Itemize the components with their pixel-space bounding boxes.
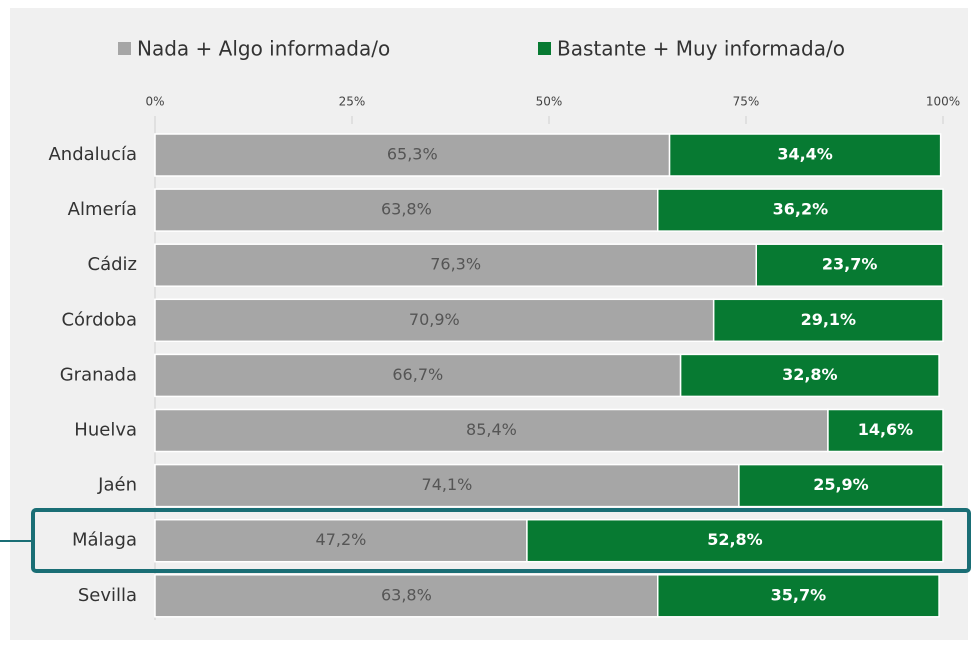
legend-label: Bastante + Muy informada/o [557,37,845,61]
category-label: Jaén [97,475,137,496]
category-label: Huelva [74,420,137,441]
value-label: 85,4% [466,420,517,439]
category-label: Córdoba [61,309,137,330]
highlight-box [31,508,971,573]
legend-label: Nada + Algo informada/o [137,37,390,61]
bar-segment [656,574,940,618]
bar-segment [679,353,940,398]
bar-segment [154,298,715,343]
bar-segment [154,463,740,508]
value-label: 47,2% [316,530,367,549]
category-label: Andalucía [48,144,137,165]
bar-segment [656,188,944,232]
bar-segment [712,298,944,343]
value-label: 66,7% [392,365,443,384]
bar-segment [154,408,829,453]
value-label: 63,8% [381,200,432,219]
value-label: 70,9% [409,310,460,329]
value-label: 36,2% [773,200,829,219]
x-tick-label: 100% [926,95,960,109]
bar-segment [755,243,944,287]
bar-segment [154,133,671,177]
category-label: Sevilla [78,585,137,606]
x-tick-label: 25% [339,95,366,109]
x-tick-label: 75% [733,95,760,109]
value-label: 76,3% [430,255,481,274]
value-label: 74,1% [422,475,473,494]
bar-segment [668,133,942,177]
category-label: Málaga [72,530,137,551]
value-label: 23,7% [822,255,878,274]
legend-swatch [118,42,131,55]
value-label: 63,8% [381,585,432,604]
value-label: 52,8% [707,530,763,549]
x-tick-label: 50% [536,95,563,109]
value-label: 35,7% [771,585,827,604]
category-label: Granada [60,364,137,385]
value-label: 65,3% [387,145,438,164]
legend-swatch [538,42,551,55]
value-label: 25,9% [813,475,869,494]
value-label: 29,1% [801,310,857,329]
category-label: Almería [68,199,137,220]
bar-segment [154,518,528,563]
bar-segment [738,463,944,508]
bar-segment [827,408,944,453]
category-label: Cádiz [88,254,137,275]
value-label: 14,6% [858,420,914,439]
value-label: 34,4% [777,145,833,164]
bar-segment [154,188,659,232]
value-label: 32,8% [782,365,838,384]
plot: 0% 25% 50% 75% 100% Nada + Algo informada/o Ba… [48,37,960,620]
x-tick-label: 0% [145,95,164,109]
bar-segment [526,518,944,563]
